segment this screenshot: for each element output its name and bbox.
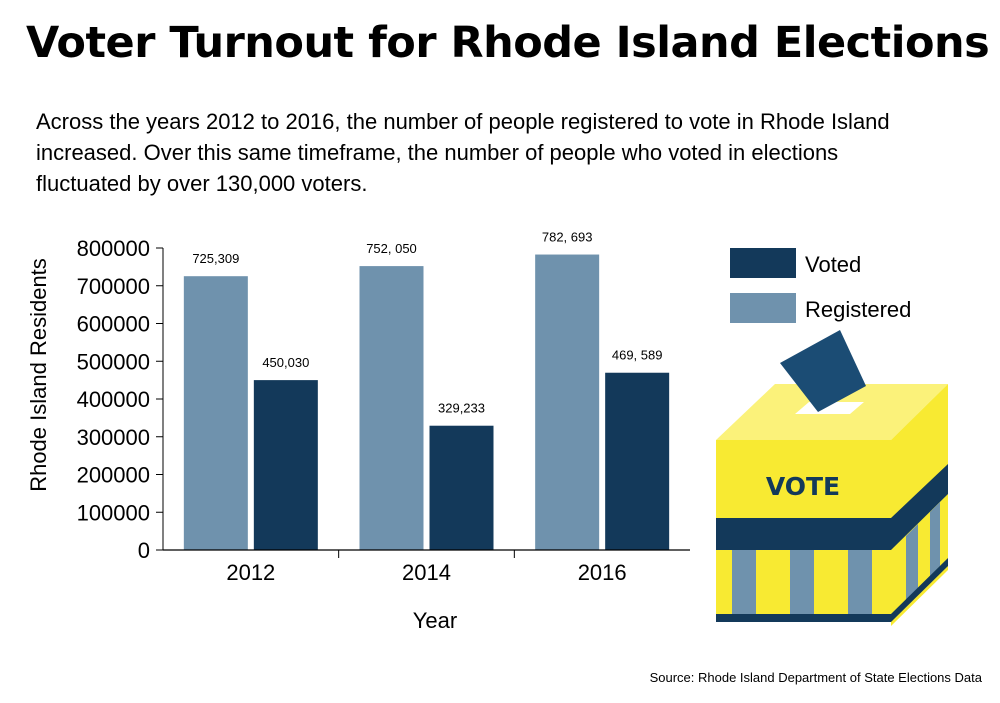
x-tick-label: 2016 — [578, 560, 627, 585]
y-axis: 0 100000 200000 300000 400000 500000 600000 700… — [77, 236, 164, 563]
ballot-box-side-stripe — [906, 524, 918, 600]
ballot-box-stripe — [790, 550, 814, 614]
bar-voted-2014 — [429, 425, 494, 550]
bar-data-label: 329,233 — [438, 401, 485, 416]
legend: Voted Registered — [730, 248, 911, 323]
y-tick-label: 500000 — [77, 349, 150, 374]
legend-swatch-registered — [730, 293, 796, 323]
bar-registered-2016 — [535, 254, 600, 550]
ballot-slot — [795, 402, 864, 414]
bar-data-label: 450,030 — [262, 355, 309, 370]
x-tick-label: 2012 — [226, 560, 275, 585]
y-axis-label: Rhode Island Residents — [26, 258, 51, 492]
bar-data-label: 752, 050 — [366, 241, 417, 256]
ballot-box-stripe — [848, 550, 872, 614]
y-tick-label: 400000 — [77, 387, 150, 412]
bar-data-label: 725,309 — [192, 251, 239, 266]
bar-data-label: 469, 589 — [612, 348, 663, 363]
ballot-box-side-base — [891, 558, 948, 622]
ballot-box-side-band — [891, 464, 948, 550]
bar-voted-2012 — [253, 380, 318, 550]
ballot-box-illustration: VOTE — [716, 330, 948, 626]
legend-label-registered: Registered — [805, 297, 911, 322]
y-tick-label: 700000 — [77, 274, 150, 299]
ballot-box-label: VOTE — [766, 472, 840, 501]
x-axis-label: Year — [413, 608, 457, 633]
bar-data-label: 782, 693 — [542, 230, 593, 245]
x-axis: 2012 2014 2016 — [163, 549, 690, 585]
ballot-paper-icon — [780, 330, 866, 412]
bar-voted-2016 — [605, 372, 670, 550]
legend-swatch-voted — [730, 248, 796, 278]
y-tick-label: 100000 — [77, 500, 150, 525]
legend-label-voted: Voted — [805, 252, 861, 277]
ballot-box-base — [716, 614, 891, 622]
bars — [183, 254, 670, 550]
source-note: Source: Rhode Island Department of State… — [649, 670, 982, 685]
ballot-box-band — [716, 518, 891, 550]
bar-registered-2014 — [359, 266, 424, 550]
y-tick-label: 600000 — [77, 312, 150, 337]
ballot-box-stripe — [732, 550, 756, 614]
bar-data-labels: 725,309 450,030 752, 050 329,233 782, 693 469… — [192, 230, 662, 416]
page-title: Voter Turnout for Rhode Island Elections — [26, 18, 990, 68]
y-tick-label: 800000 — [77, 236, 150, 261]
y-tick-label: 300000 — [77, 425, 150, 450]
ballot-box-side-stripe — [930, 502, 940, 576]
chart-description: Across the years 2012 to 2016, the numbe… — [36, 109, 890, 196]
bar-registered-2012 — [183, 276, 248, 550]
y-tick-label: 0 — [138, 538, 150, 563]
y-tick-label: 200000 — [77, 463, 150, 488]
x-tick-label: 2014 — [402, 560, 451, 585]
